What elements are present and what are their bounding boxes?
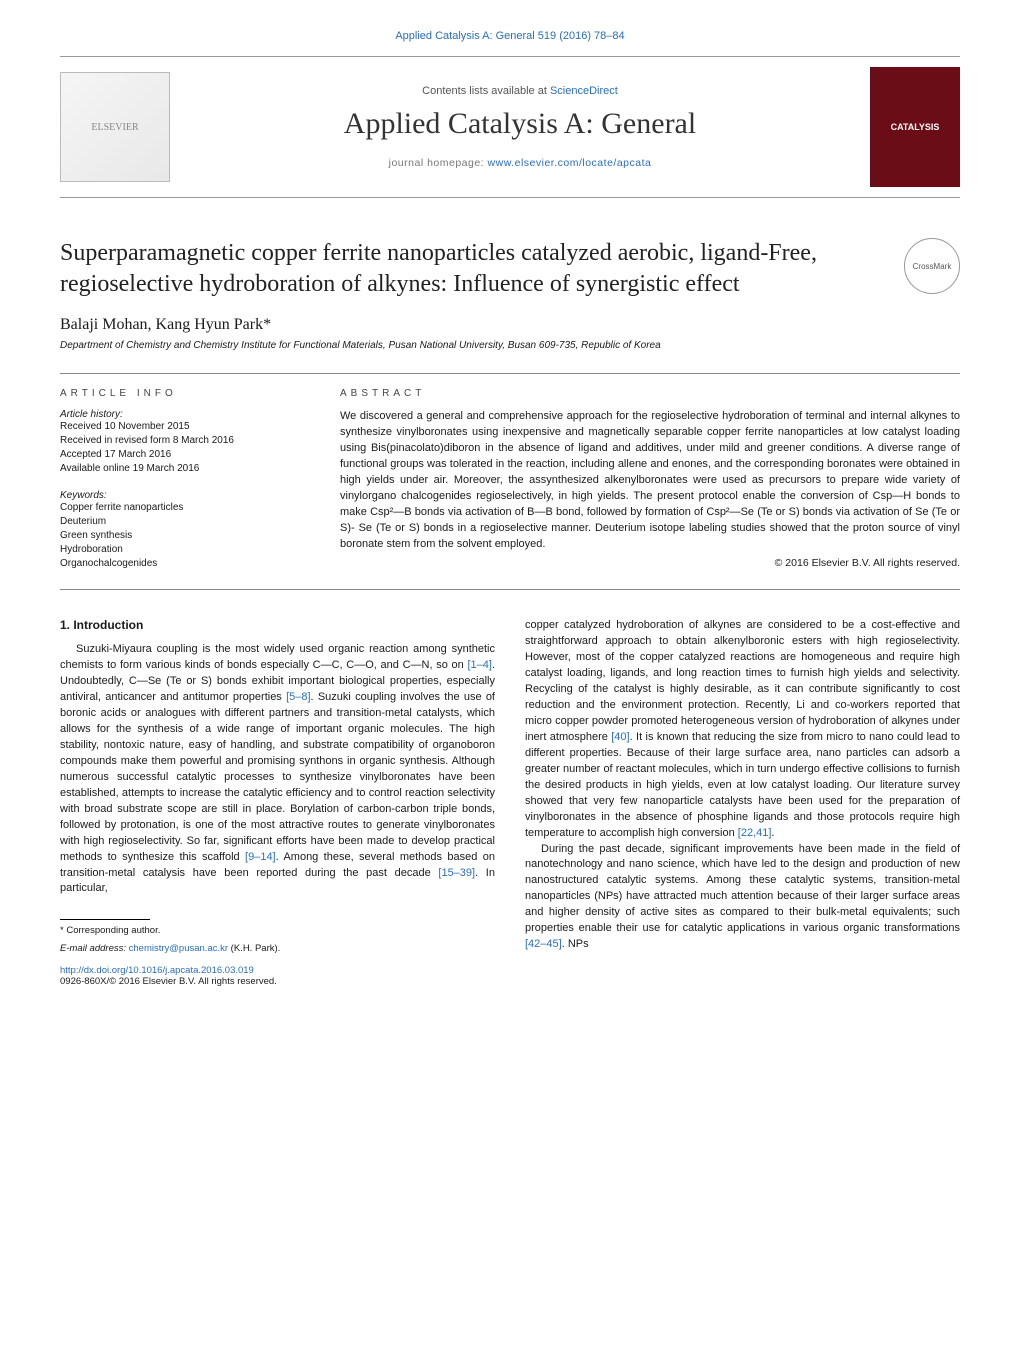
contents-line: Contents lists available at ScienceDirec… (186, 85, 854, 97)
abstract-column: ABSTRACT We discovered a general and com… (340, 388, 960, 571)
abstract-copyright: © 2016 Elsevier B.V. All rights reserved… (340, 557, 960, 569)
abstract-label: ABSTRACT (340, 388, 960, 399)
homepage-link[interactable]: www.elsevier.com/locate/apcata (488, 157, 652, 169)
contents-prefix: Contents lists available at (422, 85, 550, 97)
divider (60, 373, 960, 374)
citation-link[interactable]: [40] (611, 731, 629, 743)
masthead: ELSEVIER Contents lists available at Sci… (60, 56, 960, 198)
keywords-label: Keywords: (60, 490, 300, 501)
publisher-logo: ELSEVIER (60, 72, 170, 182)
citation-link[interactable]: [22,41] (738, 827, 772, 839)
email-footnote: E-mail address: chemistry@pusan.ac.kr (K… (60, 942, 495, 955)
article-info-label: ARTICLE INFO (60, 388, 300, 399)
crossmark-badge[interactable]: CrossMark (904, 238, 960, 294)
doi-link[interactable]: http://dx.doi.org/10.1016/j.apcata.2016.… (60, 965, 254, 976)
section-heading: 1. Introduction (60, 618, 495, 632)
history-line: Received in revised form 8 March 2016 (60, 434, 300, 448)
keyword: Deuterium (60, 515, 300, 529)
citation-link[interactable]: [1–4] (467, 659, 491, 671)
article-title: Superparamagnetic copper ferrite nanopar… (60, 238, 884, 300)
keyword: Green synthesis (60, 529, 300, 543)
keyword: Hydroboration (60, 543, 300, 557)
journal-cover-thumbnail: CATALYSIS (870, 67, 960, 187)
abstract-text: We discovered a general and comprehensiv… (340, 409, 960, 552)
authors: Balaji Mohan, Kang Hyun Park* (60, 316, 960, 334)
article-info-column: ARTICLE INFO Article history: Received 1… (60, 388, 300, 571)
doi-block: http://dx.doi.org/10.1016/j.apcata.2016.… (60, 965, 495, 987)
sciencedirect-link[interactable]: ScienceDirect (550, 85, 618, 97)
affiliation: Department of Chemistry and Chemistry In… (60, 340, 960, 351)
corresponding-author-footnote: * Corresponding author. (60, 924, 495, 937)
footnote-rule (60, 919, 150, 920)
issn-copyright: 0926-860X/© 2016 Elsevier B.V. All right… (60, 976, 277, 987)
history-line: Received 10 November 2015 (60, 420, 300, 434)
citation-link[interactable]: [5–8] (286, 691, 310, 703)
homepage-prefix: journal homepage: (389, 157, 488, 169)
body-paragraph: Suzuki-Miyaura coupling is the most wide… (60, 642, 495, 897)
body-column-right: copper catalyzed hydroboration of alkyne… (525, 618, 960, 987)
email-link[interactable]: chemistry@pusan.ac.kr (129, 943, 228, 954)
journal-homepage: journal homepage: www.elsevier.com/locat… (186, 157, 854, 169)
citation-link[interactable]: [15–39] (438, 867, 475, 879)
keyword: Copper ferrite nanoparticles (60, 501, 300, 515)
running-head: Applied Catalysis A: General 519 (2016) … (60, 30, 960, 42)
body-paragraph: copper catalyzed hydroboration of alkyne… (525, 618, 960, 953)
citation-link[interactable]: [9–14] (245, 851, 276, 863)
journal-name: Applied Catalysis A: General (186, 107, 854, 141)
citation-link[interactable]: [42–45] (525, 938, 562, 950)
history-label: Article history: (60, 409, 300, 420)
body-column-left: 1. Introduction Suzuki-Miyaura coupling … (60, 618, 495, 987)
keyword: Organochalcogenides (60, 557, 300, 571)
history-line: Accepted 17 March 2016 (60, 448, 300, 462)
email-suffix: (K.H. Park). (228, 943, 280, 954)
email-label: E-mail address: (60, 943, 129, 954)
history-line: Available online 19 March 2016 (60, 462, 300, 476)
